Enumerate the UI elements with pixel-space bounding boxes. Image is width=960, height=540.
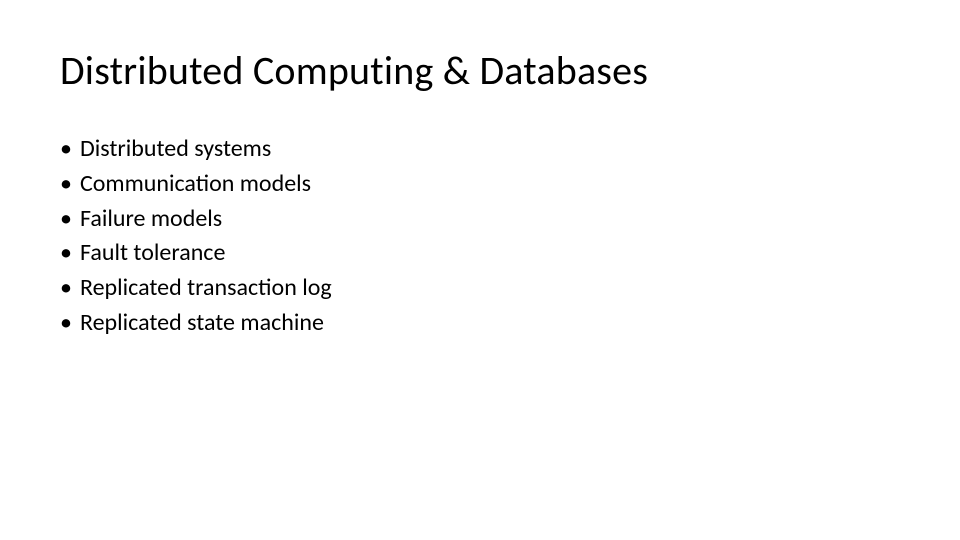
list-item: • Replicated state machine bbox=[60, 306, 900, 341]
bullet-text: Distributed systems bbox=[80, 132, 271, 167]
bullet-list: • Distributed systems • Communication mo… bbox=[60, 132, 900, 341]
bullet-icon: • bbox=[60, 167, 72, 202]
bullet-icon: • bbox=[60, 306, 72, 341]
bullet-icon: • bbox=[60, 132, 72, 167]
list-item: • Communication models bbox=[60, 167, 900, 202]
bullet-icon: • bbox=[60, 271, 72, 306]
bullet-text: Communication models bbox=[80, 167, 311, 202]
slide: Distributed Computing & Databases • Dist… bbox=[0, 0, 960, 540]
list-item: • Replicated transaction log bbox=[60, 271, 900, 306]
bullet-text: Replicated state machine bbox=[80, 306, 324, 341]
slide-title: Distributed Computing & Databases bbox=[60, 48, 900, 94]
bullet-text: Fault tolerance bbox=[80, 236, 225, 271]
list-item: • Distributed systems bbox=[60, 132, 900, 167]
bullet-text: Replicated transaction log bbox=[80, 271, 332, 306]
bullet-icon: • bbox=[60, 236, 72, 271]
bullet-text: Failure models bbox=[80, 202, 222, 237]
list-item: • Fault tolerance bbox=[60, 236, 900, 271]
bullet-icon: • bbox=[60, 202, 72, 237]
list-item: • Failure models bbox=[60, 202, 900, 237]
